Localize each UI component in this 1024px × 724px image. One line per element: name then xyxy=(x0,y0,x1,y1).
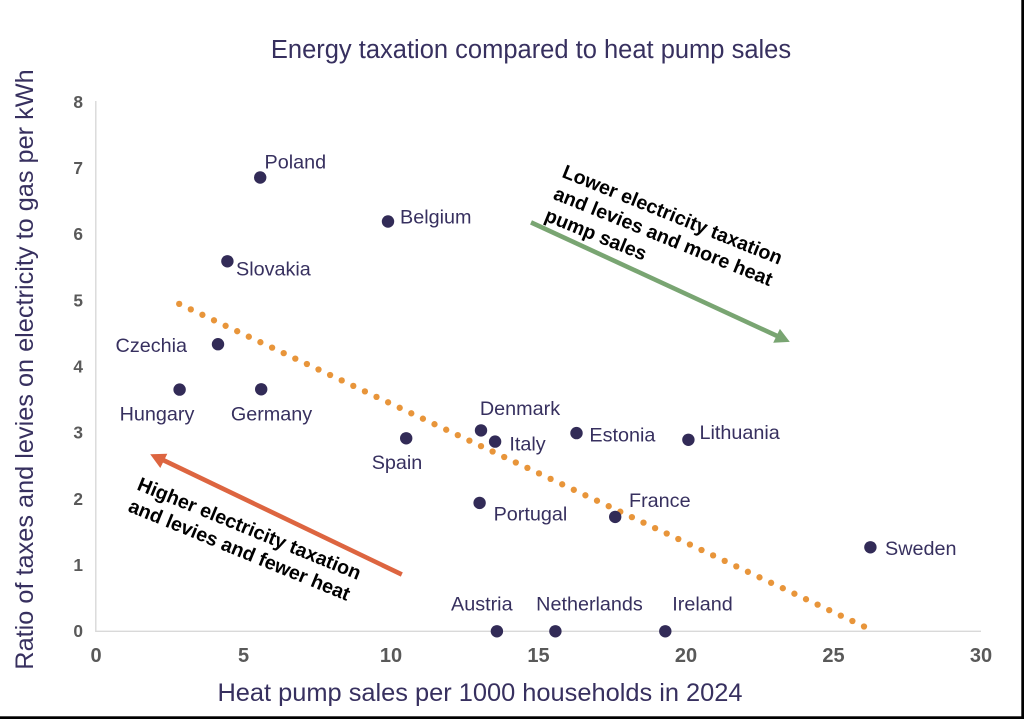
svg-text:Ireland: Ireland xyxy=(672,594,732,616)
svg-text:Estonia: Estonia xyxy=(589,425,655,447)
svg-text:Belgium: Belgium xyxy=(400,207,471,229)
svg-text:Lithuania: Lithuania xyxy=(700,422,780,444)
svg-text:Hungary: Hungary xyxy=(120,404,195,426)
svg-text:Austria: Austria xyxy=(451,594,513,616)
svg-text:Sweden: Sweden xyxy=(885,538,957,560)
svg-text:6: 6 xyxy=(73,224,83,244)
svg-text:Portugal: Portugal xyxy=(494,504,568,526)
svg-text:4: 4 xyxy=(73,357,83,377)
svg-text:Ratio of taxes and levies on e: Ratio of taxes and levies on electricity… xyxy=(11,69,39,669)
svg-text:Slovakia: Slovakia xyxy=(236,259,311,281)
svg-text:5: 5 xyxy=(73,290,83,310)
svg-text:Denmark: Denmark xyxy=(480,398,560,420)
svg-text:25: 25 xyxy=(822,645,844,667)
svg-text:Energy taxation compared to he: Energy taxation compared to heat pump sa… xyxy=(271,36,791,64)
svg-text:3: 3 xyxy=(73,423,83,443)
svg-text:Czechia: Czechia xyxy=(116,335,187,357)
svg-text:2: 2 xyxy=(73,489,83,509)
svg-text:France: France xyxy=(629,490,691,512)
svg-text:Heat pump sales per 1000 house: Heat pump sales per 1000 households in 2… xyxy=(217,679,742,707)
svg-text:Germany: Germany xyxy=(231,404,312,426)
svg-text:5: 5 xyxy=(238,645,249,667)
svg-text:1: 1 xyxy=(73,555,83,575)
svg-text:10: 10 xyxy=(380,645,402,667)
svg-text:0: 0 xyxy=(73,621,83,641)
svg-text:Poland: Poland xyxy=(265,152,327,174)
svg-text:8: 8 xyxy=(73,92,83,112)
svg-text:7: 7 xyxy=(73,158,83,178)
svg-text:Netherlands: Netherlands xyxy=(536,594,643,616)
svg-text:0: 0 xyxy=(90,645,101,667)
svg-text:15: 15 xyxy=(527,645,549,667)
svg-text:20: 20 xyxy=(675,645,697,667)
svg-text:Italy: Italy xyxy=(509,434,545,456)
svg-text:Spain: Spain xyxy=(372,452,423,474)
svg-text:30: 30 xyxy=(970,645,992,667)
